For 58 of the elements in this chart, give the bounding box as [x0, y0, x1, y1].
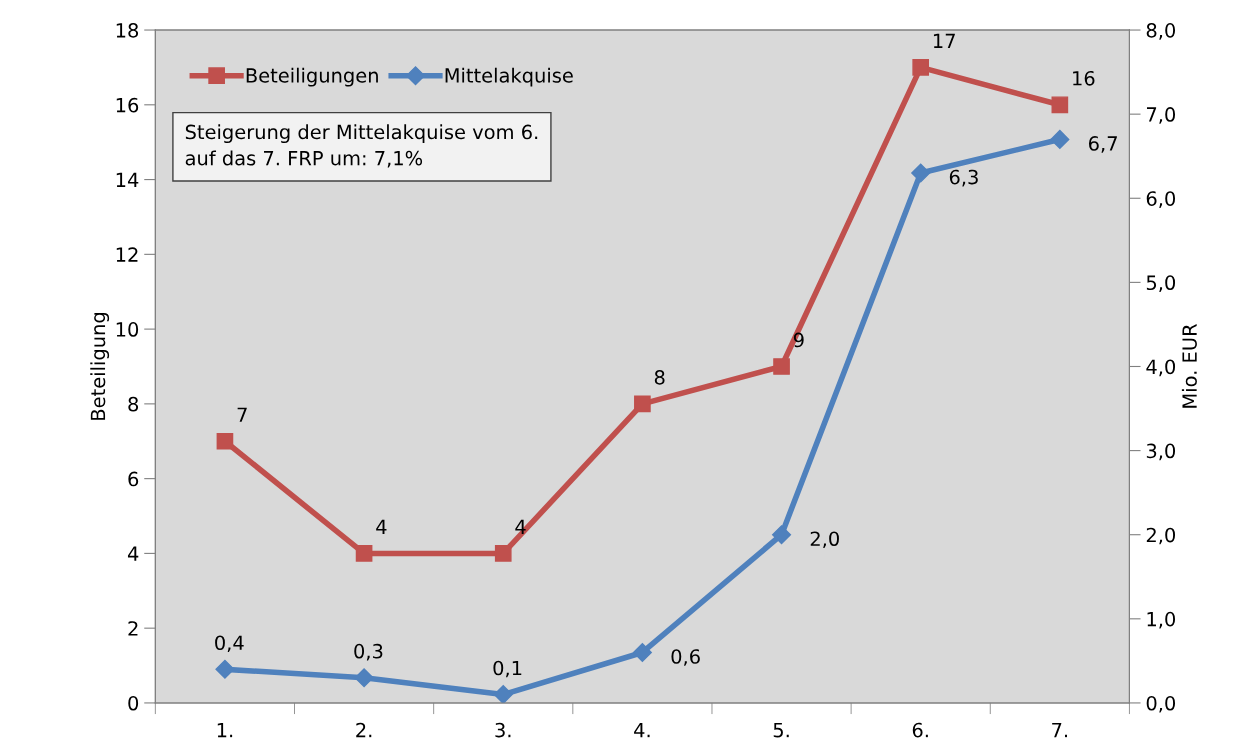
data-label: 6,7	[1088, 136, 1117, 153]
y2-tick-label: 0,0	[1146, 695, 1176, 713]
data-label: 0,1	[493, 660, 522, 678]
y-tick-label: 6	[128, 471, 139, 487]
y-axis-title: Beteiligung	[90, 313, 110, 420]
point	[355, 545, 373, 562]
data-label: 16	[1073, 70, 1095, 86]
y-tick-label: 14	[116, 172, 139, 187]
y-tick-label: 2	[128, 621, 138, 636]
data-label: 0,3	[354, 643, 383, 661]
point	[773, 358, 790, 375]
data-label: 0,6	[671, 649, 700, 666]
data-label: 17	[933, 33, 955, 48]
y2-tick-label: 6,0	[1146, 191, 1176, 208]
data-label: 8	[654, 370, 665, 385]
y-tick-label: 10	[116, 322, 139, 337]
point	[216, 432, 234, 450]
y2-tick-label: 4,0	[1146, 359, 1176, 377]
x-tick-label: 1.	[217, 722, 233, 738]
legend-label: Mittelakquise	[445, 67, 573, 87]
data-label: 7	[237, 407, 247, 422]
legend-label: Beteiligungen	[246, 67, 378, 87]
x-tick-label: 7.	[1052, 722, 1068, 738]
y2-tick-label: 3,0	[1146, 443, 1176, 461]
data-label: 2,0	[810, 531, 839, 549]
y2-axis-title: Mio. EUR	[1181, 323, 1197, 408]
y-tick-label: 12	[116, 247, 138, 262]
point	[215, 659, 235, 679]
y2-tick-label: 1,0	[1147, 611, 1176, 629]
annotation: Steigerung der Mittelakquise vom 6. auf das 7. FRP um: 7,1%	[185, 124, 538, 168]
data-label: 4	[515, 519, 526, 534]
y-tick-label: 4	[127, 546, 139, 561]
x-tick-label: 2.	[356, 722, 372, 738]
data-label: 4	[376, 519, 387, 534]
x-tick-label: 4.	[634, 722, 650, 738]
point	[1050, 129, 1070, 149]
point	[354, 668, 374, 688]
y-tick-label: 16	[116, 97, 139, 113]
y2-tick-label: 8,0	[1146, 23, 1176, 40]
point	[911, 163, 931, 183]
point	[772, 525, 792, 545]
point	[1051, 96, 1069, 114]
y2-tick-label: 5,0	[1146, 275, 1176, 293]
point	[632, 642, 652, 663]
y-tick-label: 0	[128, 695, 139, 711]
point	[493, 684, 513, 703]
y2-tick-label: 7,0	[1147, 107, 1176, 124]
x-tick-label: 5.	[773, 722, 789, 738]
point	[494, 545, 512, 562]
y-tick-label: 18	[116, 23, 139, 38]
data-label: 6,3	[949, 169, 978, 187]
point	[634, 395, 651, 413]
point	[912, 59, 930, 76]
x-tick-label: 3.	[495, 722, 511, 738]
y2-tick-label: 2,0	[1146, 527, 1176, 545]
x-tick-label: 6.	[912, 722, 928, 738]
data-label: 0,4	[215, 635, 244, 653]
y-tick-label: 8	[128, 396, 139, 412]
